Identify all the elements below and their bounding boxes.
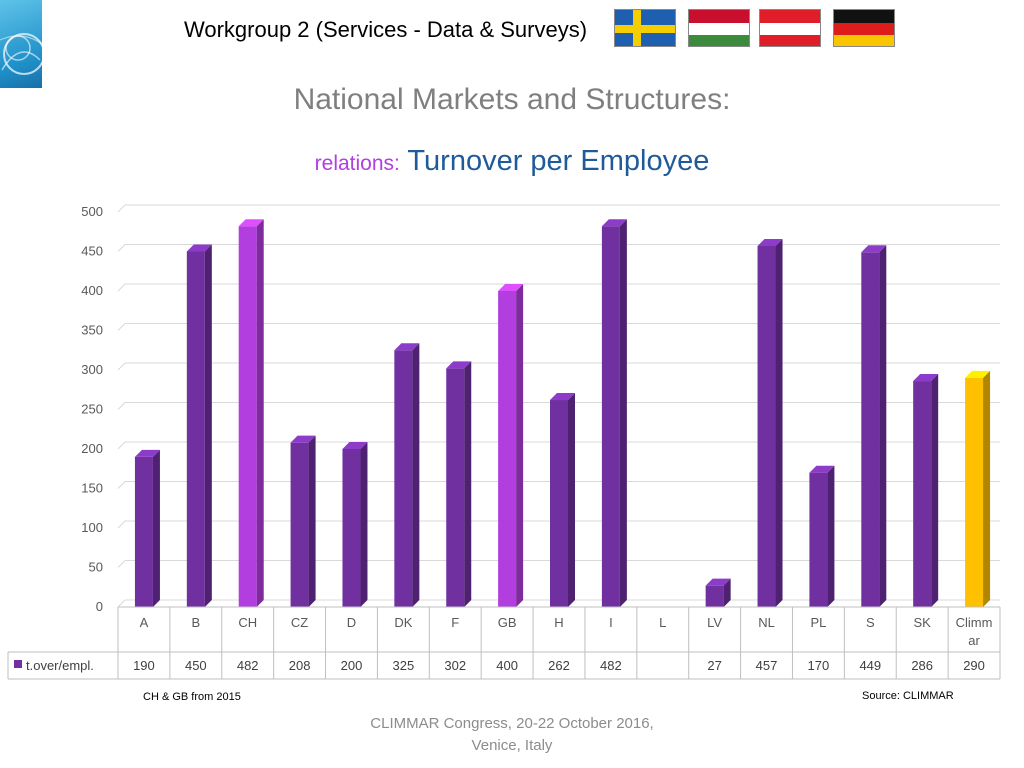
x-tick-label: A (140, 615, 149, 630)
data-label: 482 (600, 658, 622, 673)
footer-line-2: Venice, Italy (471, 737, 553, 754)
x-tick-label: I (609, 615, 613, 630)
y-tick-label: 250 (81, 402, 103, 417)
data-label: 262 (548, 658, 570, 673)
y-tick-label: 0 (96, 599, 103, 614)
x-tick-label: D (347, 615, 356, 630)
germany-flag (833, 9, 895, 47)
x-tick-label: Climm (956, 615, 993, 630)
bar-A (134, 449, 160, 607)
bar-DK (394, 343, 420, 607)
footer: CLIMMAR Congress, 20-22 October 2016, Ve… (330, 713, 694, 757)
x-tick-label: PL (810, 615, 826, 630)
data-label: 457 (756, 658, 778, 673)
gridline-depth (117, 362, 126, 371)
legend-label: t.over/empl. (26, 658, 94, 673)
gridline-depth (117, 520, 126, 529)
data-label: 325 (393, 658, 415, 673)
data-label: 190 (133, 658, 155, 673)
gridline-depth (117, 244, 126, 252)
x-tick-label: CH (238, 615, 257, 630)
gridline-depth (117, 599, 126, 608)
bar-B (186, 244, 212, 607)
bar-PL (809, 465, 835, 607)
data-label: 27 (707, 658, 721, 673)
x-tick-label: H (554, 615, 563, 630)
gridline-depth (117, 204, 126, 213)
x-tick-label: L (659, 615, 666, 630)
x-tick-label: ar (968, 633, 980, 648)
slide-subtitle: relations: Turnover per Employee (0, 145, 1024, 178)
bar-GB (498, 284, 524, 607)
x-tick-label: CZ (291, 615, 308, 630)
source-note: Source: CLIMMAR (862, 690, 954, 702)
y-tick-label: 150 (81, 481, 103, 496)
sweden-flag (614, 9, 676, 47)
gridline-depth (117, 441, 126, 450)
x-tick-label: B (191, 615, 200, 630)
y-tick-label: 300 (81, 362, 103, 377)
legend-swatch (14, 660, 22, 668)
data-label: 400 (496, 658, 518, 673)
y-tick-label: 100 (81, 520, 103, 535)
bar-F (446, 361, 472, 607)
austria-flag (759, 9, 821, 47)
footer-line-1: CLIMMAR Congress, 20-22 October 2016, (370, 715, 654, 732)
climmar-logo (0, 0, 42, 88)
bar-CZ (290, 435, 316, 607)
bar-Climmar (965, 370, 991, 607)
bar-CH (238, 219, 264, 607)
bar-S (861, 245, 887, 608)
y-tick-label: 500 (81, 204, 103, 219)
data-label: 290 (963, 658, 985, 673)
bar-SK (913, 374, 939, 607)
x-tick-label: GB (498, 615, 517, 630)
y-tick-label: 400 (81, 283, 103, 298)
slide-title: National Markets and Structures: (293, 83, 731, 116)
header-title: Workgroup 2 (Services - Data & Surveys) (184, 17, 588, 42)
x-tick-label: SK (914, 615, 932, 630)
subtitle-prefix: relations: (314, 152, 400, 175)
gridline-depth (117, 402, 126, 410)
y-tick-label: 200 (81, 441, 103, 456)
bar-H (550, 393, 575, 607)
data-label: 200 (341, 658, 363, 673)
data-label: 286 (911, 658, 933, 673)
gridline-depth (117, 323, 126, 331)
y-tick-label: 350 (81, 323, 103, 338)
bar-LV (705, 578, 731, 607)
bar-D (342, 442, 368, 607)
note-ch-gb: CH & GB from 2015 (143, 691, 241, 703)
data-label: 170 (808, 658, 830, 673)
y-tick-label: 50 (89, 560, 103, 575)
subtitle-main: Turnover per Employee (407, 145, 710, 177)
y-tick-label: 450 (81, 244, 103, 259)
x-tick-label: LV (707, 615, 722, 630)
hungary-flag (688, 9, 750, 47)
bar-NL (757, 238, 783, 607)
data-label: 449 (859, 658, 881, 673)
bar-I (601, 219, 627, 607)
gridline-depth (117, 481, 126, 489)
x-tick-label: F (451, 615, 459, 630)
gridline-depth (117, 283, 126, 292)
data-label: 450 (185, 658, 207, 673)
x-tick-label: NL (758, 615, 775, 630)
data-label: 208 (289, 658, 311, 673)
gridline-depth (117, 560, 126, 568)
data-label: 302 (444, 658, 466, 673)
data-label: 482 (237, 658, 259, 673)
x-tick-label: DK (394, 615, 412, 630)
x-tick-label: S (866, 615, 875, 630)
